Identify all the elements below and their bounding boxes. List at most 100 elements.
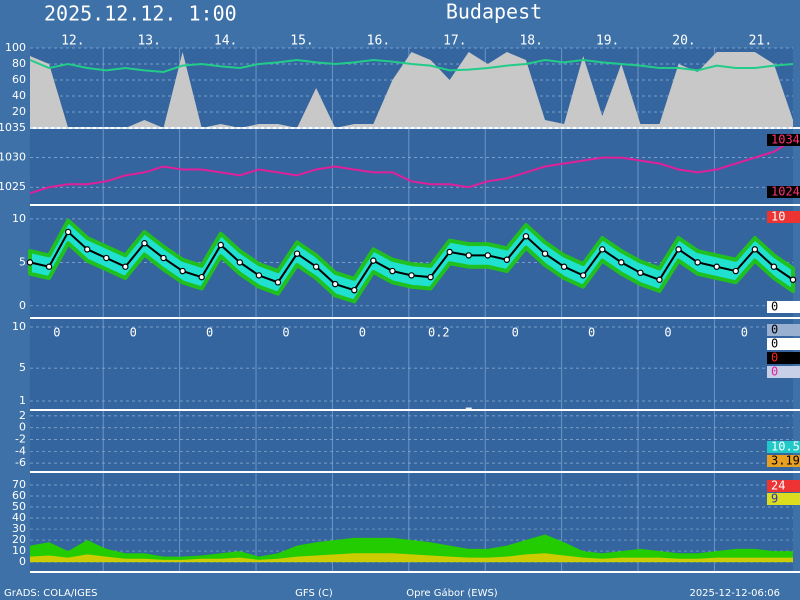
day-label: 14.	[214, 34, 237, 49]
y-tick-label: 20	[12, 533, 26, 546]
point	[217, 241, 224, 249]
point	[599, 246, 606, 253]
day-label: 17.	[443, 34, 466, 49]
y-tick-label: 5	[19, 361, 26, 374]
location: Budapest	[446, 0, 542, 24]
y-tick-label: 100	[5, 41, 26, 54]
footer-model: GFS (C)	[295, 588, 333, 599]
day-label: 16.	[367, 34, 390, 49]
footer-author: Opre Gábor (EWS)	[406, 587, 498, 599]
daily-total: 0	[359, 326, 366, 340]
y-tick-label: 0	[19, 421, 26, 434]
point	[618, 259, 625, 266]
side-label: 10.5	[771, 440, 800, 454]
point	[370, 257, 377, 264]
point	[732, 267, 739, 275]
point	[332, 280, 339, 288]
daily-total: 0	[206, 326, 213, 340]
y-tick-label: -2	[15, 433, 26, 446]
point	[45, 263, 53, 270]
point	[122, 263, 129, 270]
daily-total: 0	[53, 326, 60, 340]
y-tick-label: 30	[12, 522, 26, 535]
y-tick-label: 60	[12, 489, 26, 502]
point	[179, 267, 186, 275]
side-label-box	[767, 441, 800, 453]
point	[26, 259, 34, 266]
side-label: 0	[771, 323, 778, 337]
y-tick-label: 70	[12, 478, 26, 491]
side-label: 0	[771, 337, 778, 351]
side-label: 1034	[771, 133, 800, 147]
y-tick-label: 5	[19, 255, 26, 268]
point	[675, 246, 682, 253]
point	[64, 228, 72, 236]
point	[522, 233, 530, 240]
y-tick-label: -4	[15, 444, 26, 457]
side-label: 24	[771, 479, 785, 493]
side-label-box	[767, 480, 800, 492]
side-label-box	[767, 211, 800, 223]
side-label: 1024	[771, 185, 800, 199]
point	[427, 273, 434, 281]
daily-total: 0	[664, 326, 671, 340]
daily-total: 0	[282, 326, 289, 340]
point	[484, 252, 491, 259]
area	[30, 553, 793, 563]
side-label-box	[767, 324, 800, 336]
side-label-box	[767, 186, 800, 198]
band	[28, 218, 795, 304]
point	[541, 250, 549, 257]
point	[789, 276, 797, 283]
day-label: 12.	[61, 34, 84, 49]
point	[236, 259, 244, 266]
point	[351, 286, 358, 294]
point	[656, 276, 663, 283]
point	[560, 263, 568, 270]
day-label: 21.	[749, 34, 772, 49]
point	[255, 272, 263, 279]
point	[141, 240, 148, 247]
y-tick-label: 40	[12, 89, 26, 102]
point	[503, 256, 511, 263]
day-label: 18.	[519, 34, 542, 49]
side-label-box	[767, 455, 800, 467]
y-tick-label: 1	[19, 394, 26, 407]
point	[579, 272, 587, 279]
y-tick-label: 40	[12, 511, 26, 524]
side-label: 0	[771, 351, 778, 365]
point	[770, 263, 778, 270]
daily-total: 0	[512, 326, 519, 340]
side-label: 0	[771, 365, 778, 379]
day-label: 19.	[596, 34, 619, 49]
title: 2025.12.12. 1:00	[44, 2, 237, 26]
point	[84, 246, 91, 253]
point	[465, 252, 472, 259]
y-tick-label: 2	[19, 409, 26, 422]
y-tick-label: 1025	[0, 180, 26, 193]
footer-date: 2025-12-12-06:06	[689, 588, 780, 599]
point	[293, 250, 301, 257]
side-label: 3.19	[771, 454, 800, 468]
point	[408, 272, 415, 279]
point	[713, 263, 720, 270]
day-label: 20.	[672, 34, 695, 49]
y-tick-label: -6	[15, 456, 26, 469]
daily-total: 0.2	[428, 326, 450, 340]
side-label-box	[767, 493, 800, 505]
line	[29, 58, 794, 74]
area	[30, 52, 793, 128]
y-tick-label: 80	[12, 57, 26, 70]
point	[637, 269, 644, 276]
point	[751, 246, 759, 253]
point	[103, 254, 110, 262]
point	[160, 254, 167, 262]
side-label-box	[767, 338, 800, 350]
y-tick-label: 10	[12, 544, 26, 557]
point	[274, 279, 282, 286]
y-tick-label: 10	[12, 212, 26, 225]
side-label-box	[767, 301, 800, 313]
daily-total: 0	[130, 326, 137, 340]
side-label-box	[767, 352, 800, 364]
